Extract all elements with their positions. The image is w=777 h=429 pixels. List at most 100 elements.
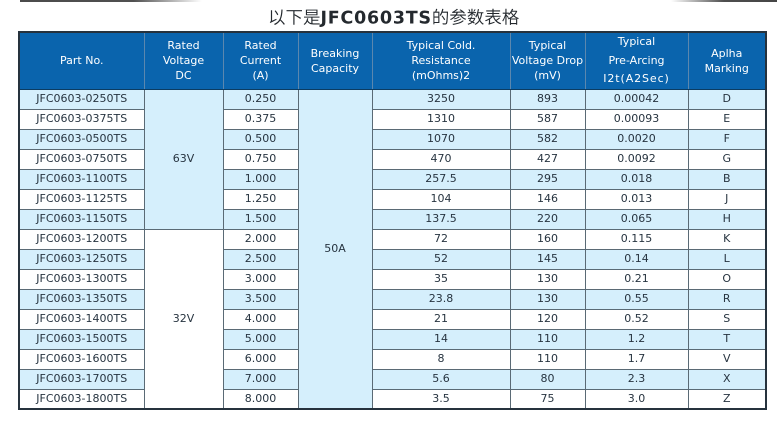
cell-rated-current: 0.375 bbox=[222, 108, 299, 130]
header-line: Pre-Arcing bbox=[608, 53, 665, 67]
cell-voltage-drop: 80 bbox=[509, 368, 586, 390]
cell-voltage-drop: 160 bbox=[509, 228, 586, 250]
cell-part-no: JFC0603-1350TS bbox=[18, 288, 145, 310]
cell-cold-resistance: 1310 bbox=[371, 108, 511, 130]
cell-alpha-marking: J bbox=[687, 188, 767, 210]
header-line: Typical bbox=[528, 39, 567, 53]
cell-rated-current: 2.500 bbox=[222, 248, 299, 270]
cell-alpha-marking: S bbox=[687, 308, 767, 330]
cell-rated-voltage: 63V bbox=[143, 88, 224, 230]
header-line: Aplha bbox=[711, 46, 743, 60]
table-row: JFC0603-0750TS 0.750 470 427 0.0092 G bbox=[18, 148, 767, 170]
cell-alpha-marking: Z bbox=[687, 388, 767, 410]
table-row: JFC0603-1150TS 1.500 137.5 220 0.065 H bbox=[18, 208, 767, 230]
header-line: Breaking bbox=[310, 46, 360, 60]
cell-part-no: JFC0603-1250TS bbox=[18, 248, 145, 270]
cell-pre-arcing: 1.2 bbox=[584, 328, 689, 350]
cell-pre-arcing: 0.00093 bbox=[584, 108, 689, 130]
header-line: Voltage bbox=[162, 54, 205, 68]
cell-rated-current: 6.000 bbox=[222, 348, 299, 370]
table-row: JFC0603-1400TS 4.000 21 120 0.52 S bbox=[18, 308, 767, 330]
cell-part-no: JFC0603-1150TS bbox=[18, 208, 145, 230]
cell-voltage-drop: 427 bbox=[509, 148, 586, 170]
table-row: JFC0603-1800TS 8.000 3.5 75 3.0 Z bbox=[18, 388, 767, 410]
cell-pre-arcing: 0.0020 bbox=[584, 128, 689, 150]
cell-rated-current: 3.000 bbox=[222, 268, 299, 290]
table-row: JFC0603-1350TS 3.500 23.8 130 0.55 R bbox=[18, 288, 767, 310]
cell-cold-resistance: 5.6 bbox=[371, 368, 511, 390]
cell-voltage-drop: 587 bbox=[509, 108, 586, 130]
cell-rated-current: 0.250 bbox=[222, 88, 299, 110]
table-row: JFC0603-1600TS 6.000 8 110 1.7 V bbox=[18, 348, 767, 370]
cell-voltage-drop: 120 bbox=[509, 308, 586, 330]
cell-part-no: JFC0603-1400TS bbox=[18, 308, 145, 330]
cell-alpha-marking: X bbox=[687, 368, 767, 390]
cell-voltage-drop: 146 bbox=[509, 188, 586, 210]
col-header-cold-resistance: Typical Cold. Resistance (mOhms)2 bbox=[371, 32, 510, 90]
cell-cold-resistance: 3250 bbox=[371, 88, 511, 110]
cell-rated-current: 1.000 bbox=[222, 168, 299, 190]
col-header-pre-arcing: Typical Pre-Arcing I2t(A2Sec) bbox=[584, 32, 688, 90]
header-line: Current bbox=[239, 54, 282, 68]
cell-pre-arcing: 0.013 bbox=[584, 188, 689, 210]
cell-cold-resistance: 8 bbox=[371, 348, 511, 370]
cell-part-no: JFC0603-0750TS bbox=[18, 148, 145, 170]
table-row: JFC0603-0250TS 63V 0.250 50A 3250 893 0.00042 D bbox=[18, 88, 767, 410]
cell-part-no: JFC0603-0250TS bbox=[18, 88, 145, 110]
cell-voltage-drop: 220 bbox=[509, 208, 586, 230]
cell-rated-current: 3.500 bbox=[222, 288, 299, 310]
table-row: JFC0603-1250TS 2.500 52 145 0.14 L bbox=[18, 248, 767, 270]
table-header: Part No. Rated Voltage DC Rated Current (A) … bbox=[19, 32, 766, 90]
col-header-rated-current: Rated Current (A) bbox=[222, 32, 298, 90]
cell-part-no: JFC0603-1800TS bbox=[18, 388, 145, 410]
header-line: (A) bbox=[252, 69, 269, 83]
table-row: JFC0603-1200TS 32V 2.000 72 160 0.115 K bbox=[18, 228, 767, 410]
cell-cold-resistance: 72 bbox=[371, 228, 511, 250]
cell-rated-current: 5.000 bbox=[222, 328, 299, 350]
cell-alpha-marking: G bbox=[687, 148, 767, 170]
cell-pre-arcing: 0.115 bbox=[584, 228, 689, 250]
cell-cold-resistance: 21 bbox=[371, 308, 511, 330]
header-line: Rated bbox=[244, 39, 277, 53]
header-line: (mV) bbox=[534, 69, 561, 83]
cell-part-no: JFC0603-1500TS bbox=[18, 328, 145, 350]
cell-part-no: JFC0603-1200TS bbox=[18, 228, 145, 250]
header-line: I2t(A2Sec) bbox=[603, 72, 670, 85]
header-line: Resistance bbox=[411, 54, 471, 68]
cell-alpha-marking: H bbox=[687, 208, 767, 230]
cell-rated-current: 2.000 bbox=[222, 228, 299, 250]
cell-rated-current: 8.000 bbox=[222, 388, 299, 410]
header-line: (mOhms)2 bbox=[411, 69, 471, 83]
cell-voltage-drop: 110 bbox=[509, 348, 586, 370]
col-header-rated-voltage: Rated Voltage DC bbox=[143, 32, 223, 90]
cell-cold-resistance: 104 bbox=[371, 188, 511, 210]
cell-rated-voltage: 32V bbox=[143, 228, 224, 410]
header-line: Typical Cold. bbox=[406, 39, 476, 53]
header-line: Capacity bbox=[310, 61, 360, 75]
cell-voltage-drop: 295 bbox=[509, 168, 586, 190]
cell-pre-arcing: 0.00042 bbox=[584, 88, 689, 110]
cell-voltage-drop: 130 bbox=[509, 268, 586, 290]
cell-cold-resistance: 23.8 bbox=[371, 288, 511, 310]
cell-pre-arcing: 0.52 bbox=[584, 308, 689, 330]
cell-rated-current: 0.500 bbox=[222, 128, 299, 150]
cell-voltage-drop: 582 bbox=[509, 128, 586, 150]
page-title-glyphs bbox=[269, 8, 519, 27]
col-header-breaking-capacity: Breaking Capacity bbox=[297, 32, 372, 90]
cell-pre-arcing: 3.0 bbox=[584, 388, 689, 410]
col-header-voltage-drop: Typical Voltage Drop (mV) bbox=[509, 32, 585, 90]
cell-cold-resistance: 3.5 bbox=[371, 388, 511, 410]
cell-pre-arcing: 0.065 bbox=[584, 208, 689, 230]
table-row: JFC0603-0500TS 0.500 1070 582 0.0020 F bbox=[18, 128, 767, 150]
table-row: JFC0603-0375TS 0.375 1310 587 0.00093 E bbox=[18, 108, 767, 130]
cell-pre-arcing: 0.0092 bbox=[584, 148, 689, 170]
cell-pre-arcing: 0.14 bbox=[584, 248, 689, 270]
cell-part-no: JFC0603-1125TS bbox=[18, 188, 145, 210]
cell-rated-current: 0.750 bbox=[222, 148, 299, 170]
cell-part-no: JFC0603-0375TS bbox=[18, 108, 145, 130]
cell-part-no: JFC0603-1700TS bbox=[18, 368, 145, 390]
cell-pre-arcing: 0.018 bbox=[584, 168, 689, 190]
cell-alpha-marking: D bbox=[687, 88, 767, 110]
cell-part-no: JFC0603-0500TS bbox=[18, 128, 145, 150]
cell-cold-resistance: 137.5 bbox=[371, 208, 511, 230]
